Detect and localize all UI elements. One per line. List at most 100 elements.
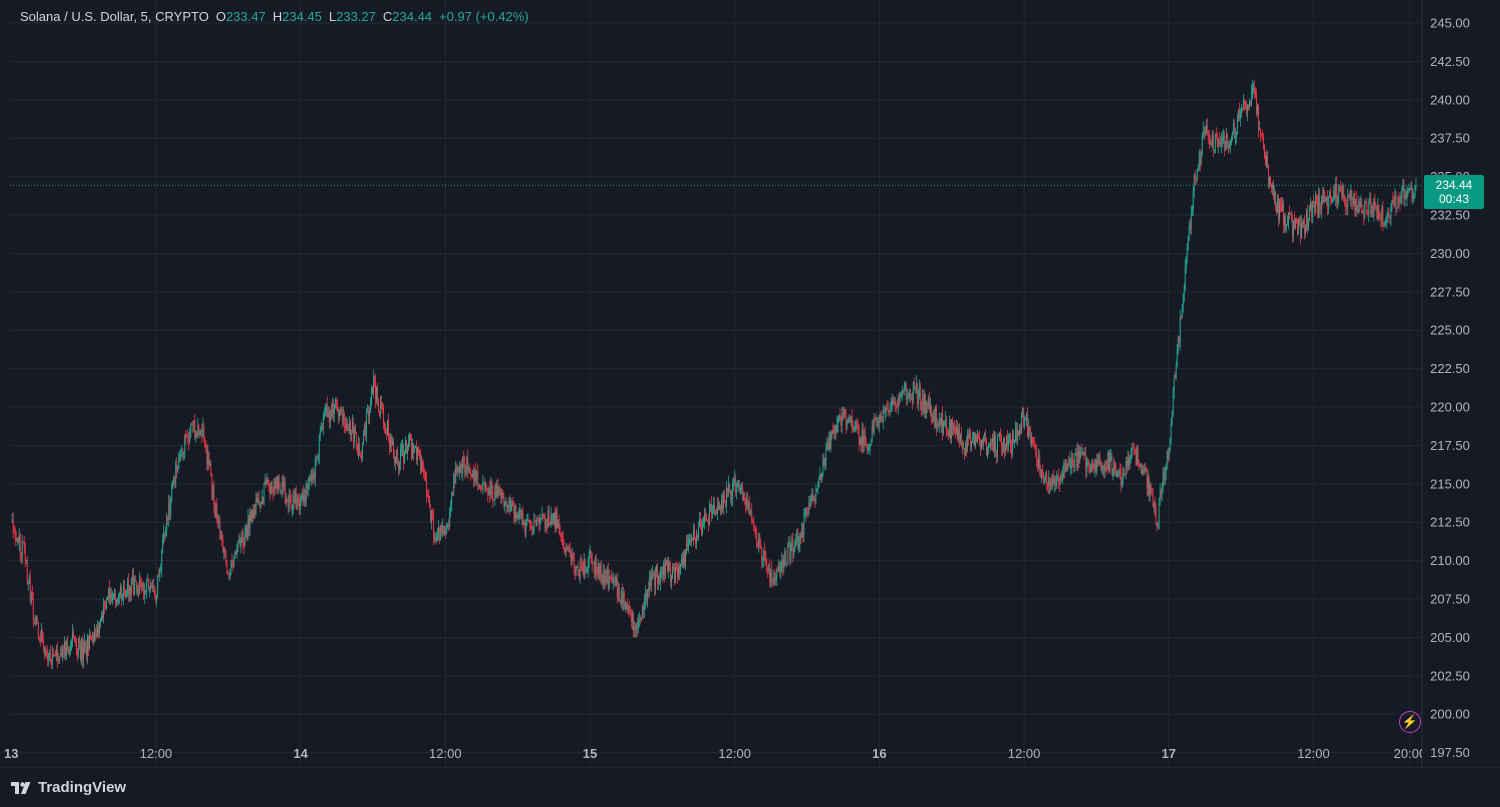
candle [1029,425,1031,437]
candle [1319,188,1321,218]
candle [632,611,634,638]
candle [93,632,94,647]
candle [782,554,784,576]
candle [1333,184,1335,202]
candle [80,637,82,666]
candle [980,438,981,457]
candle [61,644,63,662]
candle [177,465,179,474]
candle [1339,185,1341,192]
candle [502,489,504,500]
candle [1081,443,1083,456]
candle [868,442,870,452]
candle [1015,420,1017,443]
candle [761,546,763,569]
candle [297,493,299,507]
candle [347,423,349,434]
candle [1222,128,1224,144]
candle [792,532,794,563]
price-tick-label: 205.00 [1430,630,1470,645]
candle [414,445,416,454]
candle [766,558,768,574]
candle [934,405,936,429]
candle [416,440,418,465]
candle [1279,198,1280,224]
candle [1290,212,1291,215]
candle [280,489,282,495]
candle [1175,361,1177,381]
candle [867,444,869,455]
candle [432,509,434,520]
candle [506,501,508,515]
candle [279,482,281,495]
candle [493,499,495,502]
candle [463,450,465,469]
price-tick-label: 220.00 [1430,400,1470,415]
candle [81,635,83,668]
candle [289,489,291,504]
candle [268,479,270,493]
candle [1264,143,1265,160]
candle [812,488,814,505]
candle [1122,466,1124,487]
symbol-title[interactable]: Solana / U.S. Dollar, 5, CRYPTO [20,9,209,24]
candle [98,622,99,639]
tradingview-brand[interactable]: TradingView [10,779,126,796]
candle [296,494,298,511]
lightning-icon[interactable]: ⚡ [1399,711,1421,733]
candle [147,573,149,582]
candle [201,423,203,444]
time-axis[interactable]: 13 12:00 14 12:00 15 12:00 16 12:00 17 12:00 20:00 [4,746,1426,761]
candle [132,568,134,585]
candle [1242,94,1244,111]
candle [400,443,401,471]
candle [918,379,920,400]
candle [899,391,901,403]
candle [642,602,644,620]
candle [911,391,913,410]
candle [1050,478,1052,492]
price-axis[interactable]: 245.00242.50240.00237.50235.00232.50230.… [1430,16,1470,761]
brand-name: TradingView [38,779,127,796]
candle [1031,432,1033,449]
candle [1139,463,1141,468]
candle [1225,127,1227,150]
candle [337,406,339,424]
candle [466,455,468,478]
candle [620,587,622,609]
candle [67,645,69,655]
candle [578,568,580,581]
candle [151,582,153,589]
candle [1169,437,1171,453]
candle [1093,463,1095,474]
candle [85,640,86,654]
candle [60,645,62,658]
candle [1292,214,1294,244]
candle [1125,457,1127,480]
candle [305,480,307,507]
candle [452,491,454,497]
candle [1143,463,1145,475]
candle [793,547,795,559]
candle [354,423,356,435]
candle [150,579,152,593]
candle [746,492,748,510]
candle [799,532,801,553]
candle [178,452,180,470]
candle [1121,477,1123,489]
candle [564,547,566,556]
candle [519,503,521,520]
candle [163,524,165,545]
candle [1329,190,1331,198]
candle [976,433,977,443]
candle [992,433,993,451]
candle [1187,235,1189,251]
candle [110,586,111,606]
candle [410,433,412,441]
candle [112,590,113,606]
candle [158,568,160,578]
candle [1117,470,1119,478]
candle [1243,98,1245,111]
